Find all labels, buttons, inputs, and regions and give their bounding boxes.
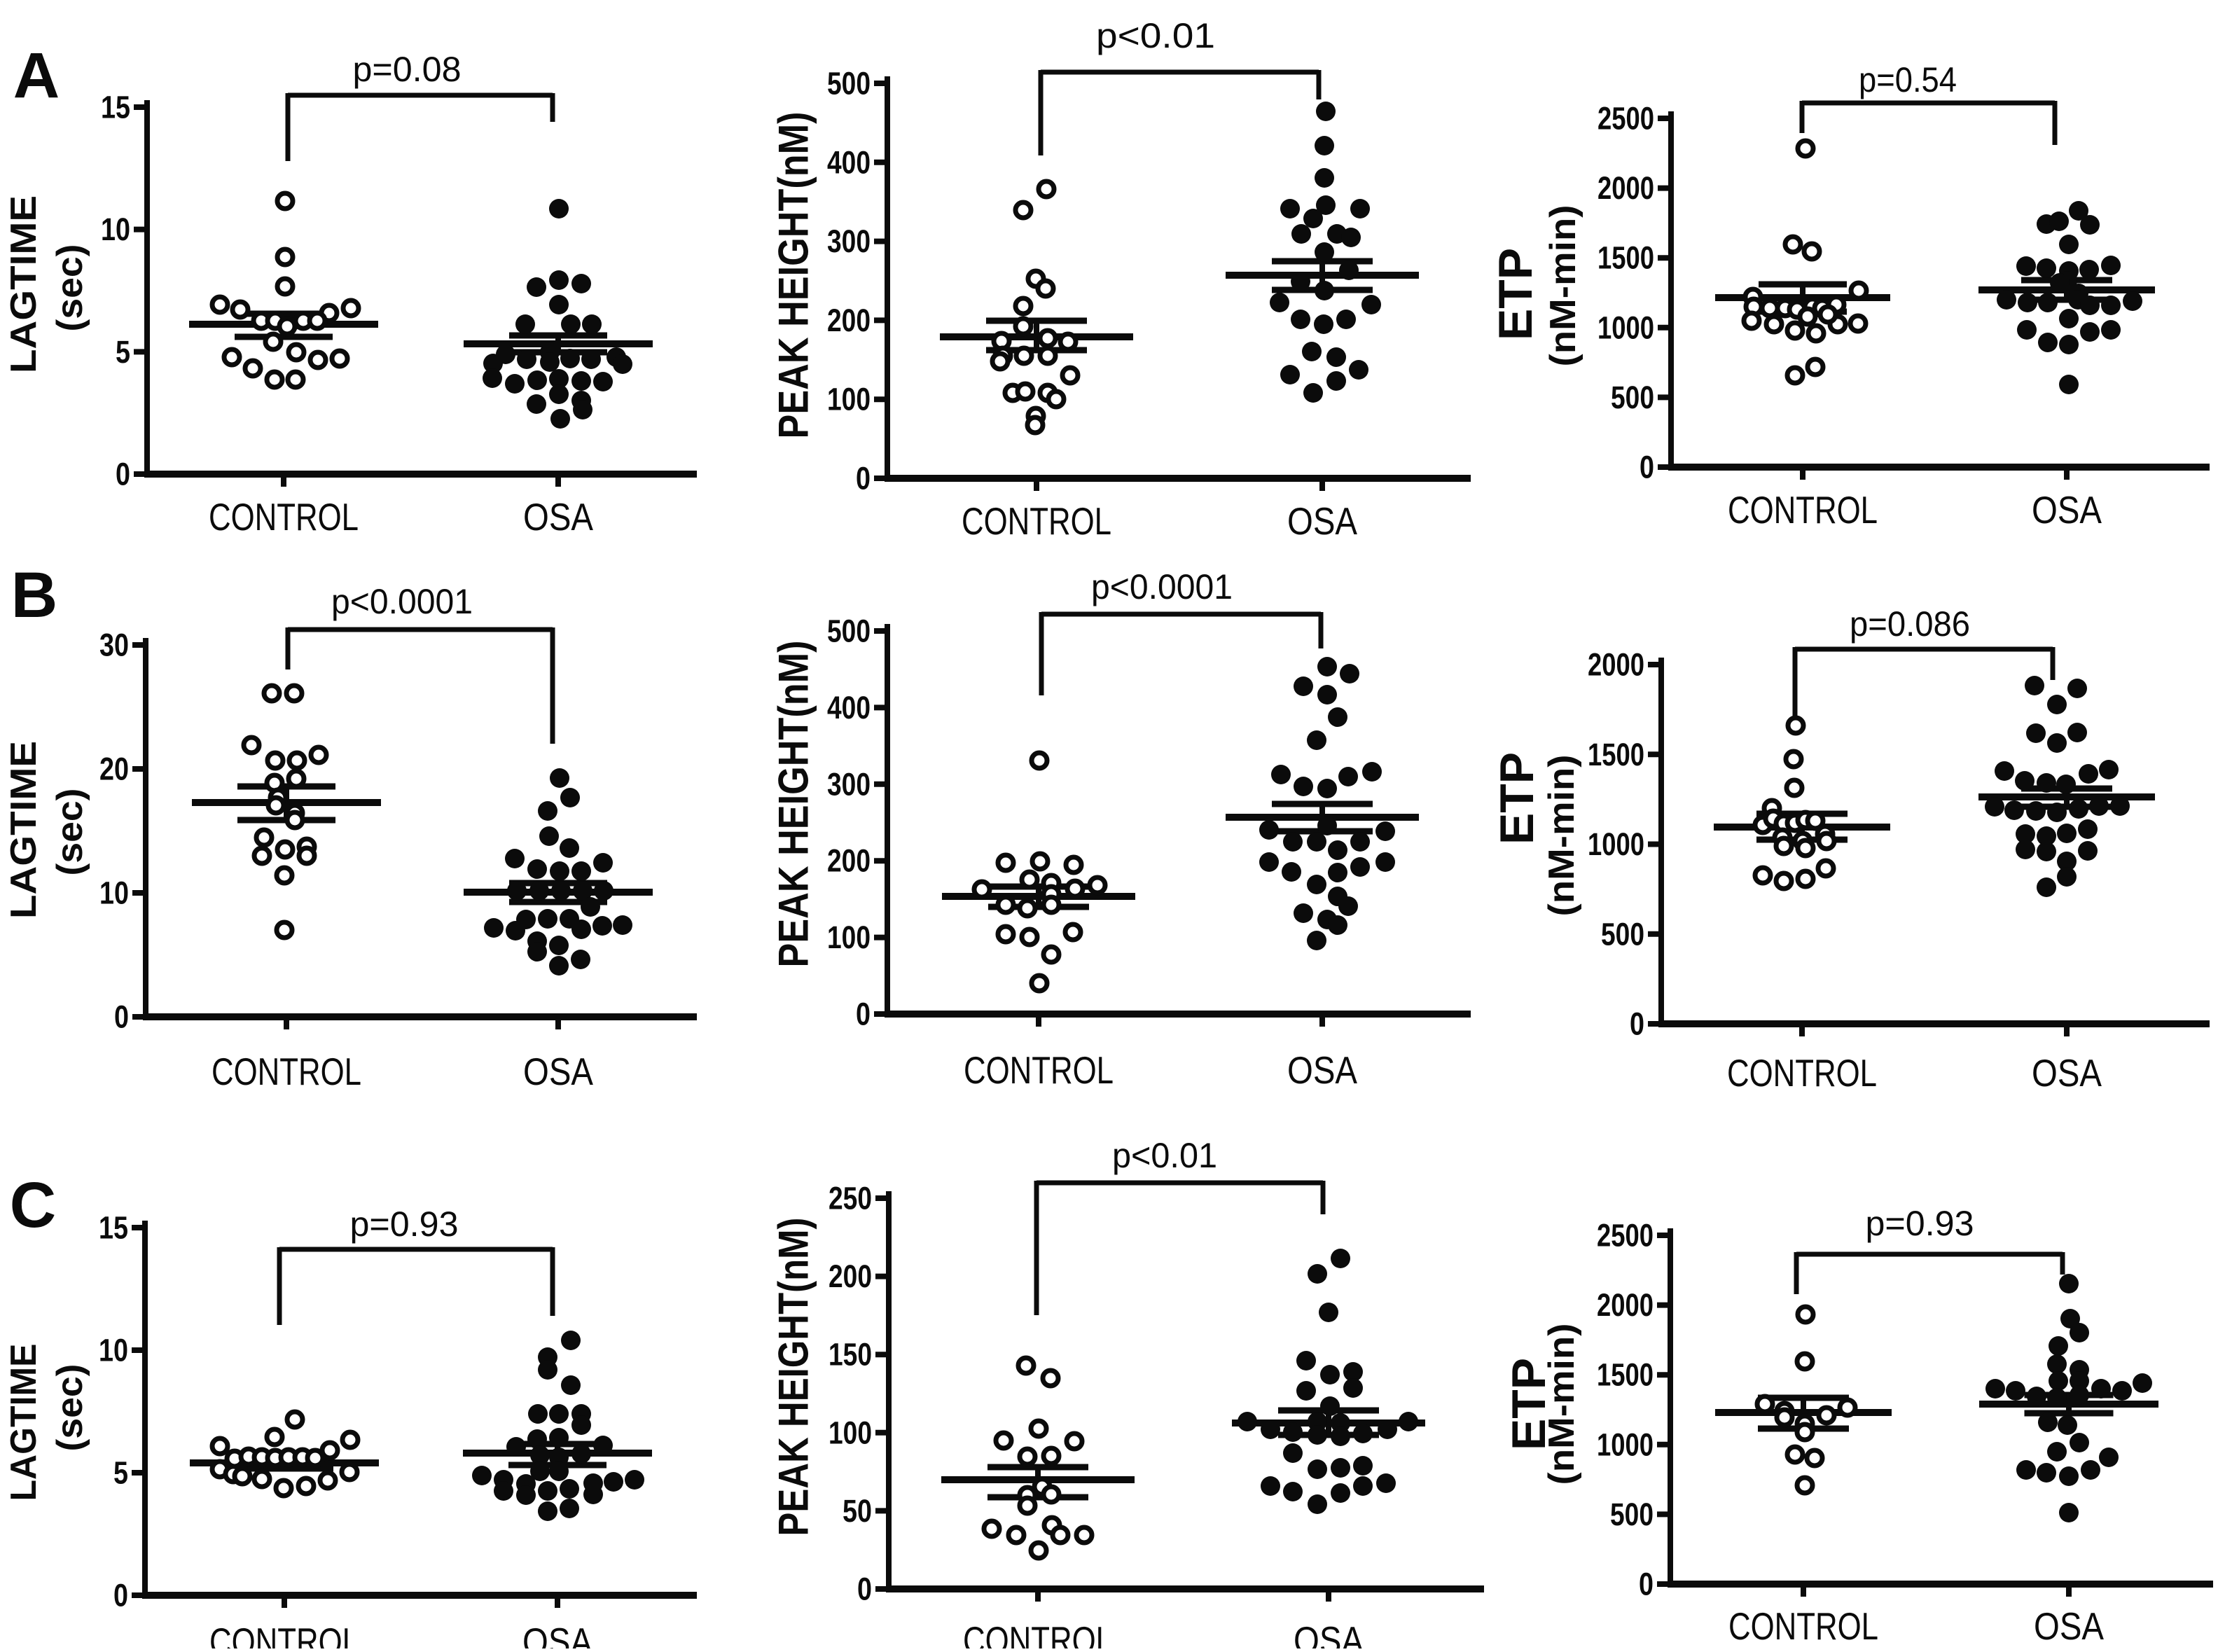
svg-text:p=0.54: p=0.54	[1859, 60, 1957, 99]
svg-text:OSA: OSA	[1287, 1048, 1357, 1092]
svg-text:0: 0	[1640, 450, 1654, 485]
svg-text:p<0.0001: p<0.0001	[1091, 567, 1233, 606]
svg-text:100: 100	[829, 1415, 872, 1450]
svg-text:p<0.01: p<0.01	[1096, 16, 1215, 55]
svg-text:0: 0	[1639, 1567, 1654, 1602]
svg-text:PEAK HEIGHT(nM): PEAK HEIGHT(nM)	[770, 1218, 817, 1536]
svg-text:10: 10	[99, 875, 129, 911]
svg-text:10: 10	[99, 1333, 128, 1368]
svg-text:2500: 2500	[1597, 1218, 1654, 1254]
svg-text:OSA: OSA	[522, 1620, 592, 1648]
svg-text:p=0.08: p=0.08	[353, 50, 462, 89]
svg-text:PEAK HEIGHT(nM): PEAK HEIGHT(nM)	[770, 641, 817, 968]
svg-text:500: 500	[1610, 1497, 1654, 1532]
svg-text:100: 100	[827, 919, 871, 955]
svg-text:CONTROL: CONTROL	[1727, 1051, 1877, 1095]
svg-text:ETP: ETP	[1502, 1358, 1555, 1450]
svg-text:(sec): (sec)	[50, 789, 90, 876]
svg-text:OSA: OSA	[523, 1050, 593, 1093]
svg-text:OSA: OSA	[523, 495, 593, 539]
svg-text:1000: 1000	[1588, 826, 1644, 862]
svg-text:LAGTIME: LAGTIME	[4, 195, 44, 373]
svg-text:100: 100	[827, 382, 871, 417]
svg-text:20: 20	[99, 751, 129, 787]
svg-text:p=0.93: p=0.93	[1866, 1204, 1974, 1243]
svg-text:150: 150	[829, 1337, 872, 1373]
svg-text:0: 0	[856, 997, 871, 1032]
svg-text:2000: 2000	[1597, 170, 1654, 206]
svg-text:PEAK HEIGHT(nM): PEAK HEIGHT(nM)	[770, 112, 817, 439]
svg-text:2000: 2000	[1597, 1287, 1654, 1323]
svg-text:400: 400	[827, 690, 871, 726]
svg-text:p<0.0001: p<0.0001	[331, 582, 473, 621]
svg-text:OSA: OSA	[2032, 1051, 2102, 1095]
svg-text:(sec): (sec)	[50, 1364, 90, 1452]
svg-text:400: 400	[827, 144, 871, 180]
svg-text:LAGTIME: LAGTIME	[4, 1344, 44, 1501]
svg-text:1500: 1500	[1597, 1357, 1654, 1393]
svg-text:CONTROL: CONTROL	[1728, 488, 1878, 532]
svg-text:300: 300	[827, 223, 871, 259]
svg-text:p=0.93: p=0.93	[350, 1205, 459, 1244]
svg-text:50: 50	[843, 1493, 872, 1529]
svg-text:CONTROL: CONTROL	[1728, 1604, 1878, 1648]
svg-text:15: 15	[101, 90, 130, 125]
svg-text:0: 0	[1630, 1006, 1644, 1042]
svg-text:ETP: ETP	[1490, 752, 1544, 845]
svg-text:CONTROL: CONTROL	[962, 499, 1111, 543]
svg-text:1500: 1500	[1588, 737, 1644, 772]
svg-text:500: 500	[827, 66, 871, 102]
svg-text:A: A	[13, 40, 60, 111]
svg-text:0: 0	[856, 461, 871, 497]
svg-text:0: 0	[116, 457, 130, 492]
svg-text:CONTROL: CONTROL	[209, 495, 359, 539]
svg-text:15: 15	[99, 1210, 128, 1246]
svg-text:5: 5	[116, 334, 130, 370]
svg-text:C: C	[10, 1169, 56, 1241]
svg-text:0: 0	[857, 1571, 872, 1607]
svg-text:1500: 1500	[1597, 240, 1654, 276]
svg-text:OSA: OSA	[2032, 488, 2102, 532]
svg-text:OSA: OSA	[2034, 1604, 2104, 1648]
svg-text:1000: 1000	[1597, 310, 1654, 345]
svg-text:0: 0	[113, 1578, 128, 1613]
svg-text:B: B	[11, 560, 57, 631]
svg-text:0: 0	[114, 999, 129, 1035]
svg-text:500: 500	[1601, 916, 1644, 952]
svg-text:300: 300	[827, 766, 871, 802]
svg-text:(nM-min): (nM-min)	[1541, 755, 1582, 917]
svg-text:(nM-min): (nM-min)	[1543, 205, 1583, 367]
svg-text:5: 5	[113, 1455, 128, 1491]
svg-text:500: 500	[827, 613, 871, 649]
svg-text:OSA: OSA	[1294, 1618, 1364, 1648]
svg-text:p=0.086: p=0.086	[1850, 604, 1970, 644]
svg-text:LAGTIME: LAGTIME	[4, 741, 44, 919]
svg-text:250: 250	[829, 1181, 872, 1216]
svg-text:2500: 2500	[1597, 101, 1654, 137]
svg-text:500: 500	[1611, 380, 1654, 415]
svg-text:1000: 1000	[1597, 1427, 1654, 1462]
svg-text:CONTROL: CONTROL	[209, 1620, 359, 1648]
svg-text:CONTROL: CONTROL	[963, 1618, 1113, 1648]
svg-text:200: 200	[829, 1258, 872, 1294]
svg-text:10: 10	[101, 211, 130, 247]
svg-text:2000: 2000	[1588, 647, 1644, 683]
svg-text:CONTROL: CONTROL	[964, 1048, 1114, 1092]
svg-text:200: 200	[827, 303, 871, 338]
svg-text:(nM-min): (nM-min)	[1541, 1324, 1582, 1485]
svg-text:p<0.01: p<0.01	[1112, 1136, 1217, 1175]
svg-text:OSA: OSA	[1287, 499, 1357, 543]
svg-text:ETP: ETP	[1489, 248, 1542, 340]
svg-text:CONTROL: CONTROL	[212, 1050, 361, 1093]
svg-text:30: 30	[99, 627, 129, 663]
svg-text:(sec): (sec)	[50, 244, 90, 332]
svg-text:200: 200	[827, 843, 871, 879]
